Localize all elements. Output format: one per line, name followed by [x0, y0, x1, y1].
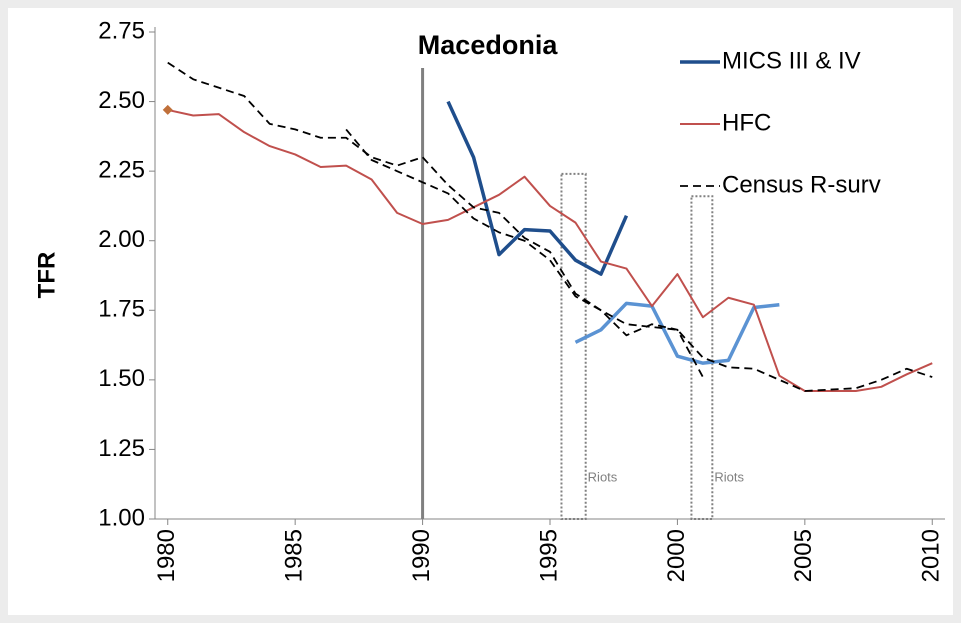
- legend-label: HFC: [722, 109, 771, 136]
- x-tick-label: 1980: [153, 529, 180, 582]
- y-tick-label: 2.25: [98, 156, 145, 183]
- annotation-label: Riots: [714, 469, 744, 484]
- y-axis-label: TFR: [33, 252, 60, 299]
- legend-label: Census R-surv: [722, 171, 881, 198]
- y-tick-label: 2.50: [98, 87, 145, 114]
- legend-label: MICS III & IV: [722, 47, 861, 74]
- y-tick-label: 1.00: [98, 504, 145, 531]
- series-line: [574, 301, 780, 365]
- y-tick-label: 2.00: [98, 226, 145, 253]
- x-tick-label: 2005: [790, 529, 817, 582]
- series-line: [345, 128, 704, 378]
- series-line: [167, 61, 933, 392]
- annotation: Macedonia: [418, 30, 559, 60]
- series-line: [446, 100, 629, 276]
- x-tick-label: 2000: [663, 529, 690, 582]
- y-tick-label: 1.25: [98, 435, 145, 462]
- annotation-box: [560, 172, 587, 520]
- x-tick-label: 2010: [918, 529, 945, 582]
- annotation-label: Riots: [588, 469, 618, 484]
- x-tick-label: 1990: [408, 529, 435, 582]
- y-tick-label: 1.75: [98, 296, 145, 323]
- y-tick-label: 1.50: [98, 365, 145, 392]
- x-tick-label: 1995: [535, 529, 562, 582]
- x-tick-label: 1985: [281, 529, 308, 582]
- chart-area: [8, 8, 953, 615]
- marker: [162, 104, 173, 115]
- y-tick-label: 2.75: [98, 17, 145, 44]
